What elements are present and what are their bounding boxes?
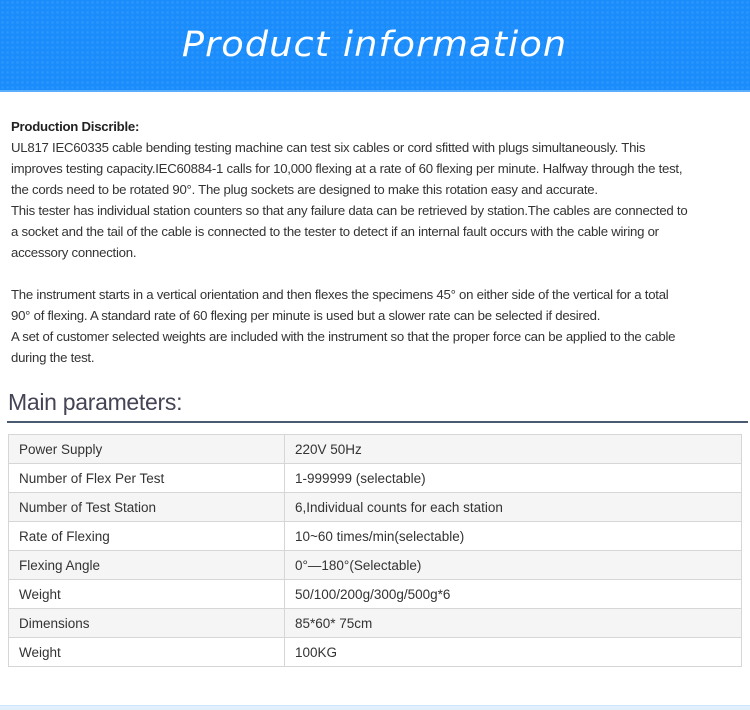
table-row: Rate of Flexing 10~60 times/min(selectabl… bbox=[8, 521, 742, 551]
parameter-value: 85*60* 75cm bbox=[284, 608, 742, 638]
product-description: Production Discrible: UL817 IEC60335 cab… bbox=[11, 116, 746, 368]
parameter-value: 220V 50Hz bbox=[284, 434, 742, 464]
product-information-banner: Product information bbox=[0, 0, 750, 92]
description-line: accessory connection. bbox=[11, 245, 137, 260]
paragraph-gap bbox=[11, 263, 746, 284]
table-row: Weight 50/100/200g/300g/500g*6 bbox=[8, 579, 742, 609]
parameter-name: Number of Flex Per Test bbox=[8, 463, 285, 493]
description-paragraph-1: UL817 IEC60335 cable bending testing mac… bbox=[11, 137, 746, 263]
description-line: This tester has individual station count… bbox=[11, 203, 688, 218]
parameter-value: 6,Individual counts for each station bbox=[284, 492, 742, 522]
parameter-name: Power Supply bbox=[8, 434, 285, 464]
parameter-value: 100KG bbox=[284, 637, 742, 667]
parameter-name: Weight bbox=[8, 637, 285, 667]
table-row: Number of Flex Per Test 1-999999 (selecta… bbox=[8, 463, 742, 493]
description-line: UL817 IEC60335 cable bending testing mac… bbox=[11, 140, 646, 155]
parameters-table: Power Supply 220V 50Hz Number of Flex Per … bbox=[8, 434, 742, 667]
table-row: Dimensions 85*60* 75cm bbox=[8, 608, 742, 638]
parameter-value: 50/100/200g/300g/500g*6 bbox=[284, 579, 742, 609]
parameter-name: Flexing Angle bbox=[8, 550, 285, 580]
parameter-value: 1-999999 (selectable) bbox=[284, 463, 742, 493]
description-line: the cords need to be rotated 90°. The pl… bbox=[11, 182, 598, 197]
description-line: improves testing capacity.IEC60884-1 cal… bbox=[11, 161, 683, 176]
parameter-name: Weight bbox=[8, 579, 285, 609]
table-row: Number of Test Station 6,Individual count… bbox=[8, 492, 742, 522]
footer-strip bbox=[0, 705, 750, 710]
description-heading: Production Discrible: bbox=[11, 119, 140, 134]
main-parameters-title: Main parameters: bbox=[8, 389, 183, 415]
banner-title: Product information bbox=[182, 25, 568, 65]
description-line: a socket and the tail of the cable is co… bbox=[11, 224, 659, 239]
description-line: 90° of flexing. A standard rate of 60 fl… bbox=[11, 308, 601, 323]
description-line: The instrument starts in a vertical orie… bbox=[11, 287, 669, 302]
description-line: A set of customer selected weights are i… bbox=[11, 329, 676, 344]
section-divider bbox=[7, 421, 748, 423]
parameter-value: 0°—180°(Selectable) bbox=[284, 550, 742, 580]
table-row: Power Supply 220V 50Hz bbox=[8, 434, 742, 464]
parameter-value: 10~60 times/min(selectable) bbox=[284, 521, 742, 551]
table-row: Weight 100KG bbox=[8, 637, 742, 667]
parameter-name: Number of Test Station bbox=[8, 492, 285, 522]
description-paragraph-2: The instrument starts in a vertical orie… bbox=[11, 284, 746, 368]
table-row: Flexing Angle 0°—180°(Selectable) bbox=[8, 550, 742, 580]
parameter-name: Dimensions bbox=[8, 608, 285, 638]
parameter-name: Rate of Flexing bbox=[8, 521, 285, 551]
description-line: during the test. bbox=[11, 350, 95, 365]
